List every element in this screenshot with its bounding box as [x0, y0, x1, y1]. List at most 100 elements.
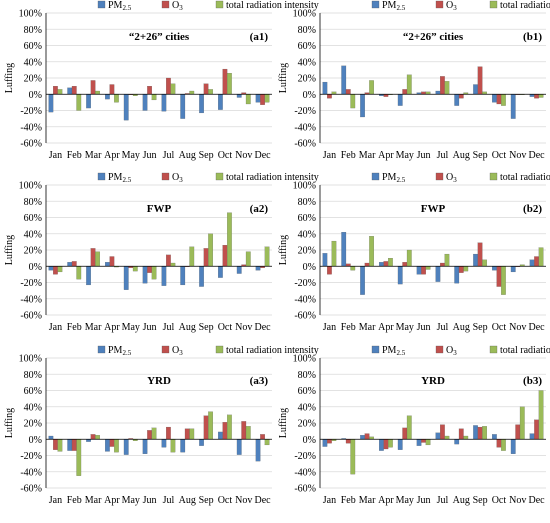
bar-rad-sep [208, 233, 213, 267]
legend-label-o3: O3 [172, 0, 183, 12]
legend-swatch-o3 [435, 172, 444, 181]
y-tick-label: 60% [298, 386, 316, 397]
bar-o3-aug [184, 428, 190, 440]
y-tick-label: -60% [20, 139, 42, 150]
legend-swatch-o3 [161, 345, 170, 354]
bar-pm25-jul [161, 266, 167, 286]
bar-o3-jun [147, 86, 152, 95]
bar-rad-dec [538, 247, 544, 267]
x-tick-label: Nov [235, 150, 252, 161]
legend-label-pm25: PM2.5 [108, 172, 132, 184]
bar-rad-sep [208, 89, 213, 95]
y-axis-title: Luffing [4, 63, 15, 93]
bar-pm25-feb [67, 262, 73, 267]
x-tick-label: Oct [492, 495, 507, 506]
x-tick-label: Mar [359, 495, 376, 506]
panel-label: (a1) [250, 31, 269, 43]
bar-pm25-mar [86, 266, 91, 286]
x-tick-label: May [396, 322, 414, 333]
x-tick-label: Sep [199, 150, 214, 161]
bar-o3-feb [71, 261, 77, 267]
bar-o3-sep [203, 415, 209, 440]
bar-rad-oct [501, 94, 506, 106]
legend-swatch-pm25 [371, 345, 380, 354]
y-tick-label: 0% [29, 90, 42, 101]
x-tick-label: Jun [143, 495, 157, 506]
bar-o3-jan [327, 94, 332, 99]
bar-pm25-oct [218, 266, 223, 278]
bar-pm25-may [123, 266, 129, 290]
bar-rad-jul [170, 83, 176, 95]
legend-label-rad: total radiation intensity [500, 0, 550, 11]
y-tick-label: 40% [24, 229, 42, 240]
y-tick-label: -40% [20, 122, 42, 133]
bar-pm25-jul [435, 432, 441, 440]
bar-rad-apr [388, 439, 393, 448]
bar-o3-mar [364, 433, 370, 440]
bar-rad-nov [245, 251, 251, 267]
legend-swatch-rad [489, 0, 498, 9]
bar-o3-apr [383, 261, 389, 267]
y-tick-label: 80% [298, 25, 316, 36]
bar-o3-jul [440, 76, 445, 95]
x-tick-label: Aug [453, 150, 470, 161]
x-tick-label: Oct [492, 150, 507, 161]
x-tick-label: Mar [85, 495, 102, 506]
bar-rad-may [406, 415, 412, 440]
legend-label-o3: O3 [172, 172, 183, 184]
x-tick-label: Apr [378, 495, 394, 506]
bar-o3-dec [534, 256, 539, 267]
bar-pm25-sep [473, 84, 478, 95]
bar-pm25-sep [473, 253, 478, 267]
x-tick-label: Dec [255, 150, 272, 161]
bar-rad-nov [245, 94, 251, 105]
bar-pm25-nov [236, 266, 242, 274]
bar-rad-aug [189, 90, 195, 95]
y-tick-label: -40% [294, 467, 316, 478]
bar-rad-mar [95, 435, 100, 440]
bar-pm25-jul [161, 94, 167, 112]
bar-o3-jan [327, 266, 332, 275]
legend-label-pm25: PM2.5 [108, 0, 132, 12]
y-tick-label: -40% [294, 122, 316, 133]
bar-pm25-may [397, 439, 403, 450]
x-tick-label: Nov [235, 495, 252, 506]
panel-title: FWP [421, 203, 446, 215]
bar-o3-jan [53, 439, 58, 450]
bar-pm25-nov [510, 94, 516, 119]
bar-pm25-may [123, 94, 129, 121]
bar-pm25-jan [48, 266, 54, 271]
bar-o3-feb [345, 439, 351, 444]
x-tick-label: Jun [417, 150, 431, 161]
bar-rad-may [132, 266, 138, 272]
bar-pm25-apr [379, 262, 384, 267]
panel-label: (a2) [250, 203, 269, 215]
bar-pm25-dec [255, 439, 261, 462]
panel-label: (b2) [523, 203, 542, 215]
y-tick-label: -60% [294, 484, 316, 495]
x-tick-label: Aug [179, 322, 196, 333]
x-tick-label: Nov [235, 322, 252, 333]
bar-o3-may [402, 427, 408, 440]
y-tick-label: -20% [294, 451, 316, 462]
bar-pm25-jul [435, 90, 441, 95]
x-tick-label: Oct [492, 322, 507, 333]
bar-pm25-nov [510, 439, 516, 454]
bar-rad-dec [264, 439, 270, 446]
x-tick-label: Feb [341, 322, 356, 333]
x-tick-label: Mar [85, 322, 102, 333]
bar-pm25-mar [360, 94, 365, 118]
bar-pm25-feb [67, 439, 73, 451]
bar-rad-apr [114, 94, 119, 103]
y-tick-label: 100% [293, 181, 316, 192]
y-tick-label: -60% [294, 311, 316, 322]
bar-pm25-jul [161, 439, 167, 448]
legend-swatch-rad [215, 0, 224, 9]
bar-pm25-oct [492, 94, 497, 103]
legend-label-o3: O3 [172, 345, 183, 357]
bar-o3-oct [496, 94, 502, 105]
bar-rad-oct [227, 73, 232, 95]
y-tick-label: 0% [29, 262, 42, 273]
bar-rad-jul [444, 435, 450, 440]
x-tick-label: Nov [509, 322, 526, 333]
